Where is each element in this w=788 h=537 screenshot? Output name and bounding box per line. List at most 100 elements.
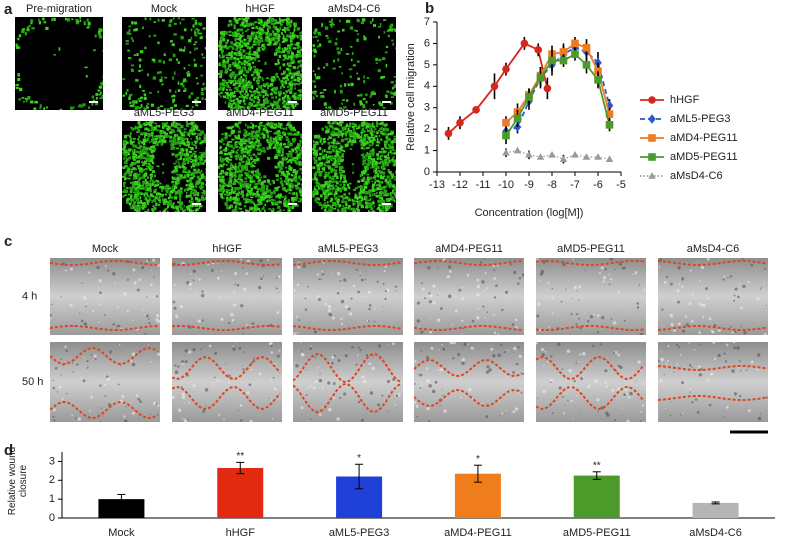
cell [188,39,191,42]
cell [183,131,185,133]
cell [124,186,126,188]
speck [644,321,645,322]
cell [206,136,209,138]
cell [174,23,177,25]
cell [266,147,269,150]
cell [250,122,252,124]
cell [178,210,180,213]
cell [315,197,318,199]
cell [382,165,385,167]
cell [251,138,254,140]
cell [379,128,382,130]
speck [193,269,196,272]
cell [240,62,243,65]
cell [301,90,303,92]
speck [494,296,496,298]
cell [264,83,266,85]
cell [203,27,206,29]
cell [282,48,284,50]
cell [283,35,285,38]
cell [240,211,243,214]
cell [240,46,242,48]
cell [328,166,330,168]
cell [299,198,302,200]
cell [316,164,319,167]
cell [263,175,266,178]
cell [297,153,300,156]
speck [679,283,681,285]
cell [260,182,263,185]
speck [493,269,495,271]
cell [274,36,276,39]
speck [205,292,207,294]
cell [284,96,286,99]
cell [233,191,236,193]
speck [462,287,463,288]
cell [206,163,209,166]
cell [165,189,168,191]
cell [124,135,127,138]
speck [618,291,620,293]
speck [574,286,577,289]
cell [282,63,285,66]
cell [154,149,156,151]
speck [297,266,300,269]
cell [360,188,362,191]
cell [229,89,232,91]
cell [152,128,155,131]
cell [138,142,140,145]
speck [677,301,680,304]
cell [167,206,169,208]
cell [335,42,338,45]
cell [394,152,397,154]
cell [380,171,383,174]
cell [285,93,287,95]
speck [602,280,604,282]
cell [155,180,158,182]
cell [293,151,295,153]
cell [348,205,351,207]
cell [45,27,48,30]
cell [184,138,187,140]
image-label: Mock [151,3,178,15]
cell [249,22,252,24]
cell [251,27,254,29]
cell [128,148,131,151]
cell [319,153,322,155]
speck [132,352,136,356]
cell [354,124,356,127]
cell [139,58,142,61]
cell [266,94,269,97]
cell [249,184,251,186]
cell [220,194,222,196]
speck [384,270,386,272]
speck [701,266,704,269]
cell [239,67,241,69]
cell [389,171,391,174]
speck [84,322,87,325]
speck [112,323,114,325]
cell [243,192,245,195]
cell [284,47,286,50]
cell [177,142,179,144]
cell [126,160,128,162]
cell [16,87,19,89]
cell [267,123,270,126]
speck [88,271,90,273]
cell [349,134,352,136]
cell [184,46,186,49]
cell [237,137,240,140]
cell [249,47,251,49]
cell [315,29,318,32]
cell [142,181,145,183]
speck [614,269,615,270]
cell [286,35,289,37]
cell [298,46,301,48]
speck [681,277,684,280]
cell [231,187,233,190]
cell [149,180,151,183]
speck [104,384,106,386]
cell [262,90,265,93]
cell [142,164,145,166]
cell [302,163,305,166]
